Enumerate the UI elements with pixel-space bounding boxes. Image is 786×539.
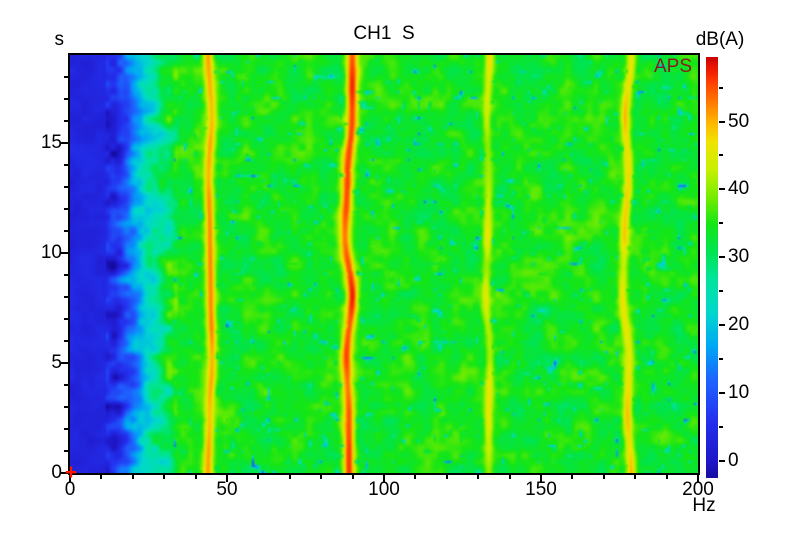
x-major-tick: [383, 475, 385, 482]
colorbar-major-tick: [719, 120, 725, 123]
y-minor-tick: [64, 164, 68, 166]
y-tick-label: 0: [51, 462, 62, 483]
x-minor-tick: [288, 475, 291, 479]
y-minor-tick: [64, 186, 68, 188]
colorbar-tick-label: 10: [728, 382, 750, 404]
y-axis-unit-label: s: [54, 29, 65, 50]
y-major-tick: [61, 362, 68, 364]
y-tick-label: 10: [40, 242, 62, 263]
x-minor-tick: [194, 475, 197, 479]
colorbar-minor-tick: [719, 358, 723, 361]
colorbar-tick-label: 50: [728, 110, 750, 132]
colorbar-major-tick: [719, 324, 725, 327]
x-minor-tick: [414, 475, 417, 479]
x-major-tick: [697, 475, 699, 482]
x-tick-label: 0: [64, 479, 76, 500]
x-minor-tick: [602, 475, 605, 479]
y-minor-tick: [64, 120, 68, 122]
y-minor-tick: [64, 76, 68, 78]
y-minor-tick: [64, 296, 68, 298]
x-tick-label: 150: [525, 479, 557, 500]
x-minor-tick: [634, 475, 637, 479]
y-major-tick: [61, 142, 68, 144]
y-minor-tick: [64, 340, 68, 342]
y-minor-tick: [64, 230, 68, 232]
x-minor-tick: [257, 475, 260, 479]
colorbar-minor-tick: [719, 154, 723, 157]
x-minor-tick: [100, 475, 103, 479]
y-major-tick: [61, 252, 68, 254]
y-minor-tick: [64, 274, 68, 276]
colorbar-major-tick: [719, 256, 725, 259]
y-minor-tick: [64, 428, 68, 430]
y-minor-tick: [64, 318, 68, 320]
colorbar: [706, 57, 718, 478]
x-tick-label: 50: [216, 479, 238, 500]
y-minor-tick: [64, 384, 68, 386]
colorbar-major-tick: [719, 392, 725, 395]
x-major-tick: [69, 475, 71, 482]
x-minor-tick: [163, 475, 166, 479]
x-minor-tick: [445, 475, 448, 479]
colorbar-title: dB(A): [695, 29, 745, 50]
colorbar-tick-label: 0: [728, 450, 739, 472]
y-minor-tick: [64, 98, 68, 100]
plot-area[interactable]: APS: [68, 53, 700, 475]
y-tick-label: 15: [40, 132, 62, 153]
spectrogram-canvas[interactable]: [70, 55, 698, 473]
colorbar-tick-label: 30: [728, 246, 750, 268]
x-major-tick: [540, 475, 542, 482]
x-minor-tick: [665, 475, 668, 479]
colorbar-tick-label: 40: [728, 178, 750, 200]
plot-title: CH1 S: [353, 23, 415, 44]
x-minor-tick: [351, 475, 354, 479]
origin-cursor-marker[interactable]: +: [64, 461, 78, 484]
x-minor-tick: [508, 475, 511, 479]
colorbar-major-tick: [719, 460, 725, 463]
y-tick-label: 5: [51, 352, 62, 373]
x-minor-tick: [131, 475, 134, 479]
x-minor-tick: [320, 475, 323, 479]
x-minor-tick: [477, 475, 480, 479]
x-axis-unit-label: Hz: [692, 495, 716, 516]
colorbar-minor-tick: [719, 86, 723, 89]
y-major-tick: [61, 472, 68, 474]
x-minor-tick: [571, 475, 574, 479]
y-minor-tick: [64, 450, 68, 452]
x-tick-label: 200: [682, 479, 714, 500]
function-type-label: APS: [653, 56, 692, 77]
colorbar-major-tick: [719, 188, 725, 191]
colorbar-minor-tick: [719, 426, 723, 429]
colorbar-tick-label: 20: [728, 314, 750, 336]
x-major-tick: [226, 475, 228, 482]
y-minor-tick: [64, 208, 68, 210]
colorbar-minor-tick: [719, 290, 723, 293]
x-tick-label: 100: [368, 479, 400, 500]
y-minor-tick: [64, 406, 68, 408]
colorbar-minor-tick: [719, 222, 723, 225]
